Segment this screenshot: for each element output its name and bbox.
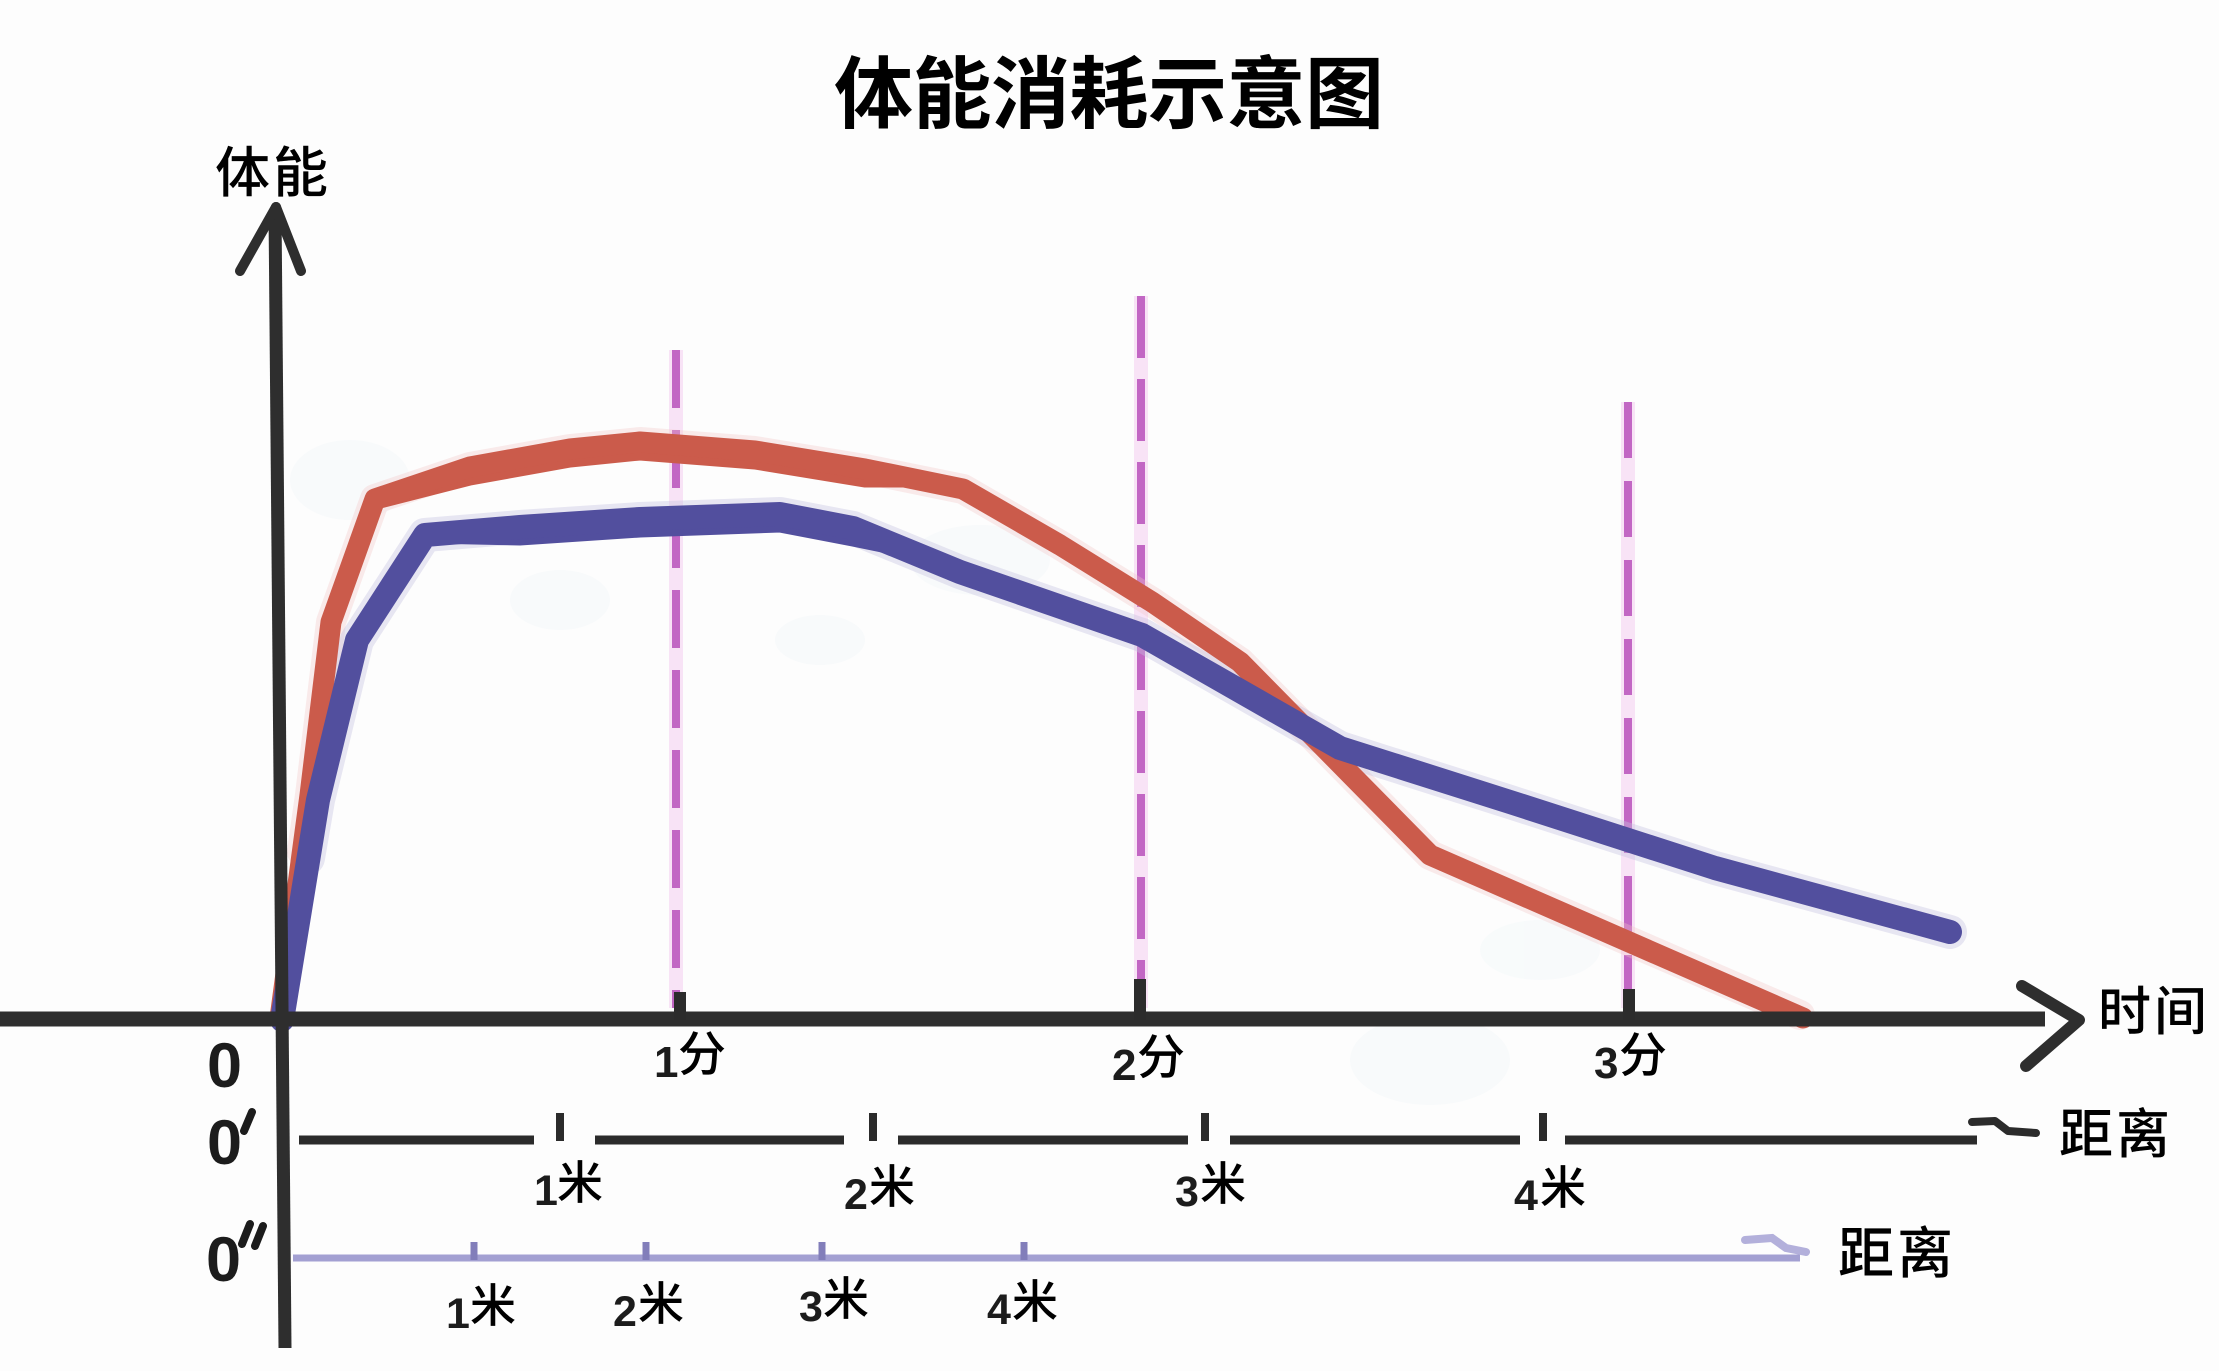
svg-text:2: 2 [844, 1171, 868, 1219]
svg-text:0: 0 [207, 1031, 242, 1101]
svg-text:0: 0 [206, 1225, 241, 1295]
svg-text:1: 1 [654, 1038, 678, 1087]
svg-text:3: 3 [1175, 1168, 1199, 1216]
svg-text:3: 3 [799, 1283, 823, 1331]
svg-text:0: 0 [207, 1108, 242, 1178]
svg-text:1: 1 [534, 1167, 558, 1215]
svg-text:4: 4 [1514, 1172, 1538, 1220]
svg-text:3: 3 [1594, 1039, 1618, 1088]
svg-text:2: 2 [613, 1288, 637, 1336]
svg-text:1: 1 [446, 1290, 470, 1338]
svg-text:2: 2 [1112, 1041, 1136, 1090]
svg-text:4: 4 [987, 1286, 1011, 1334]
